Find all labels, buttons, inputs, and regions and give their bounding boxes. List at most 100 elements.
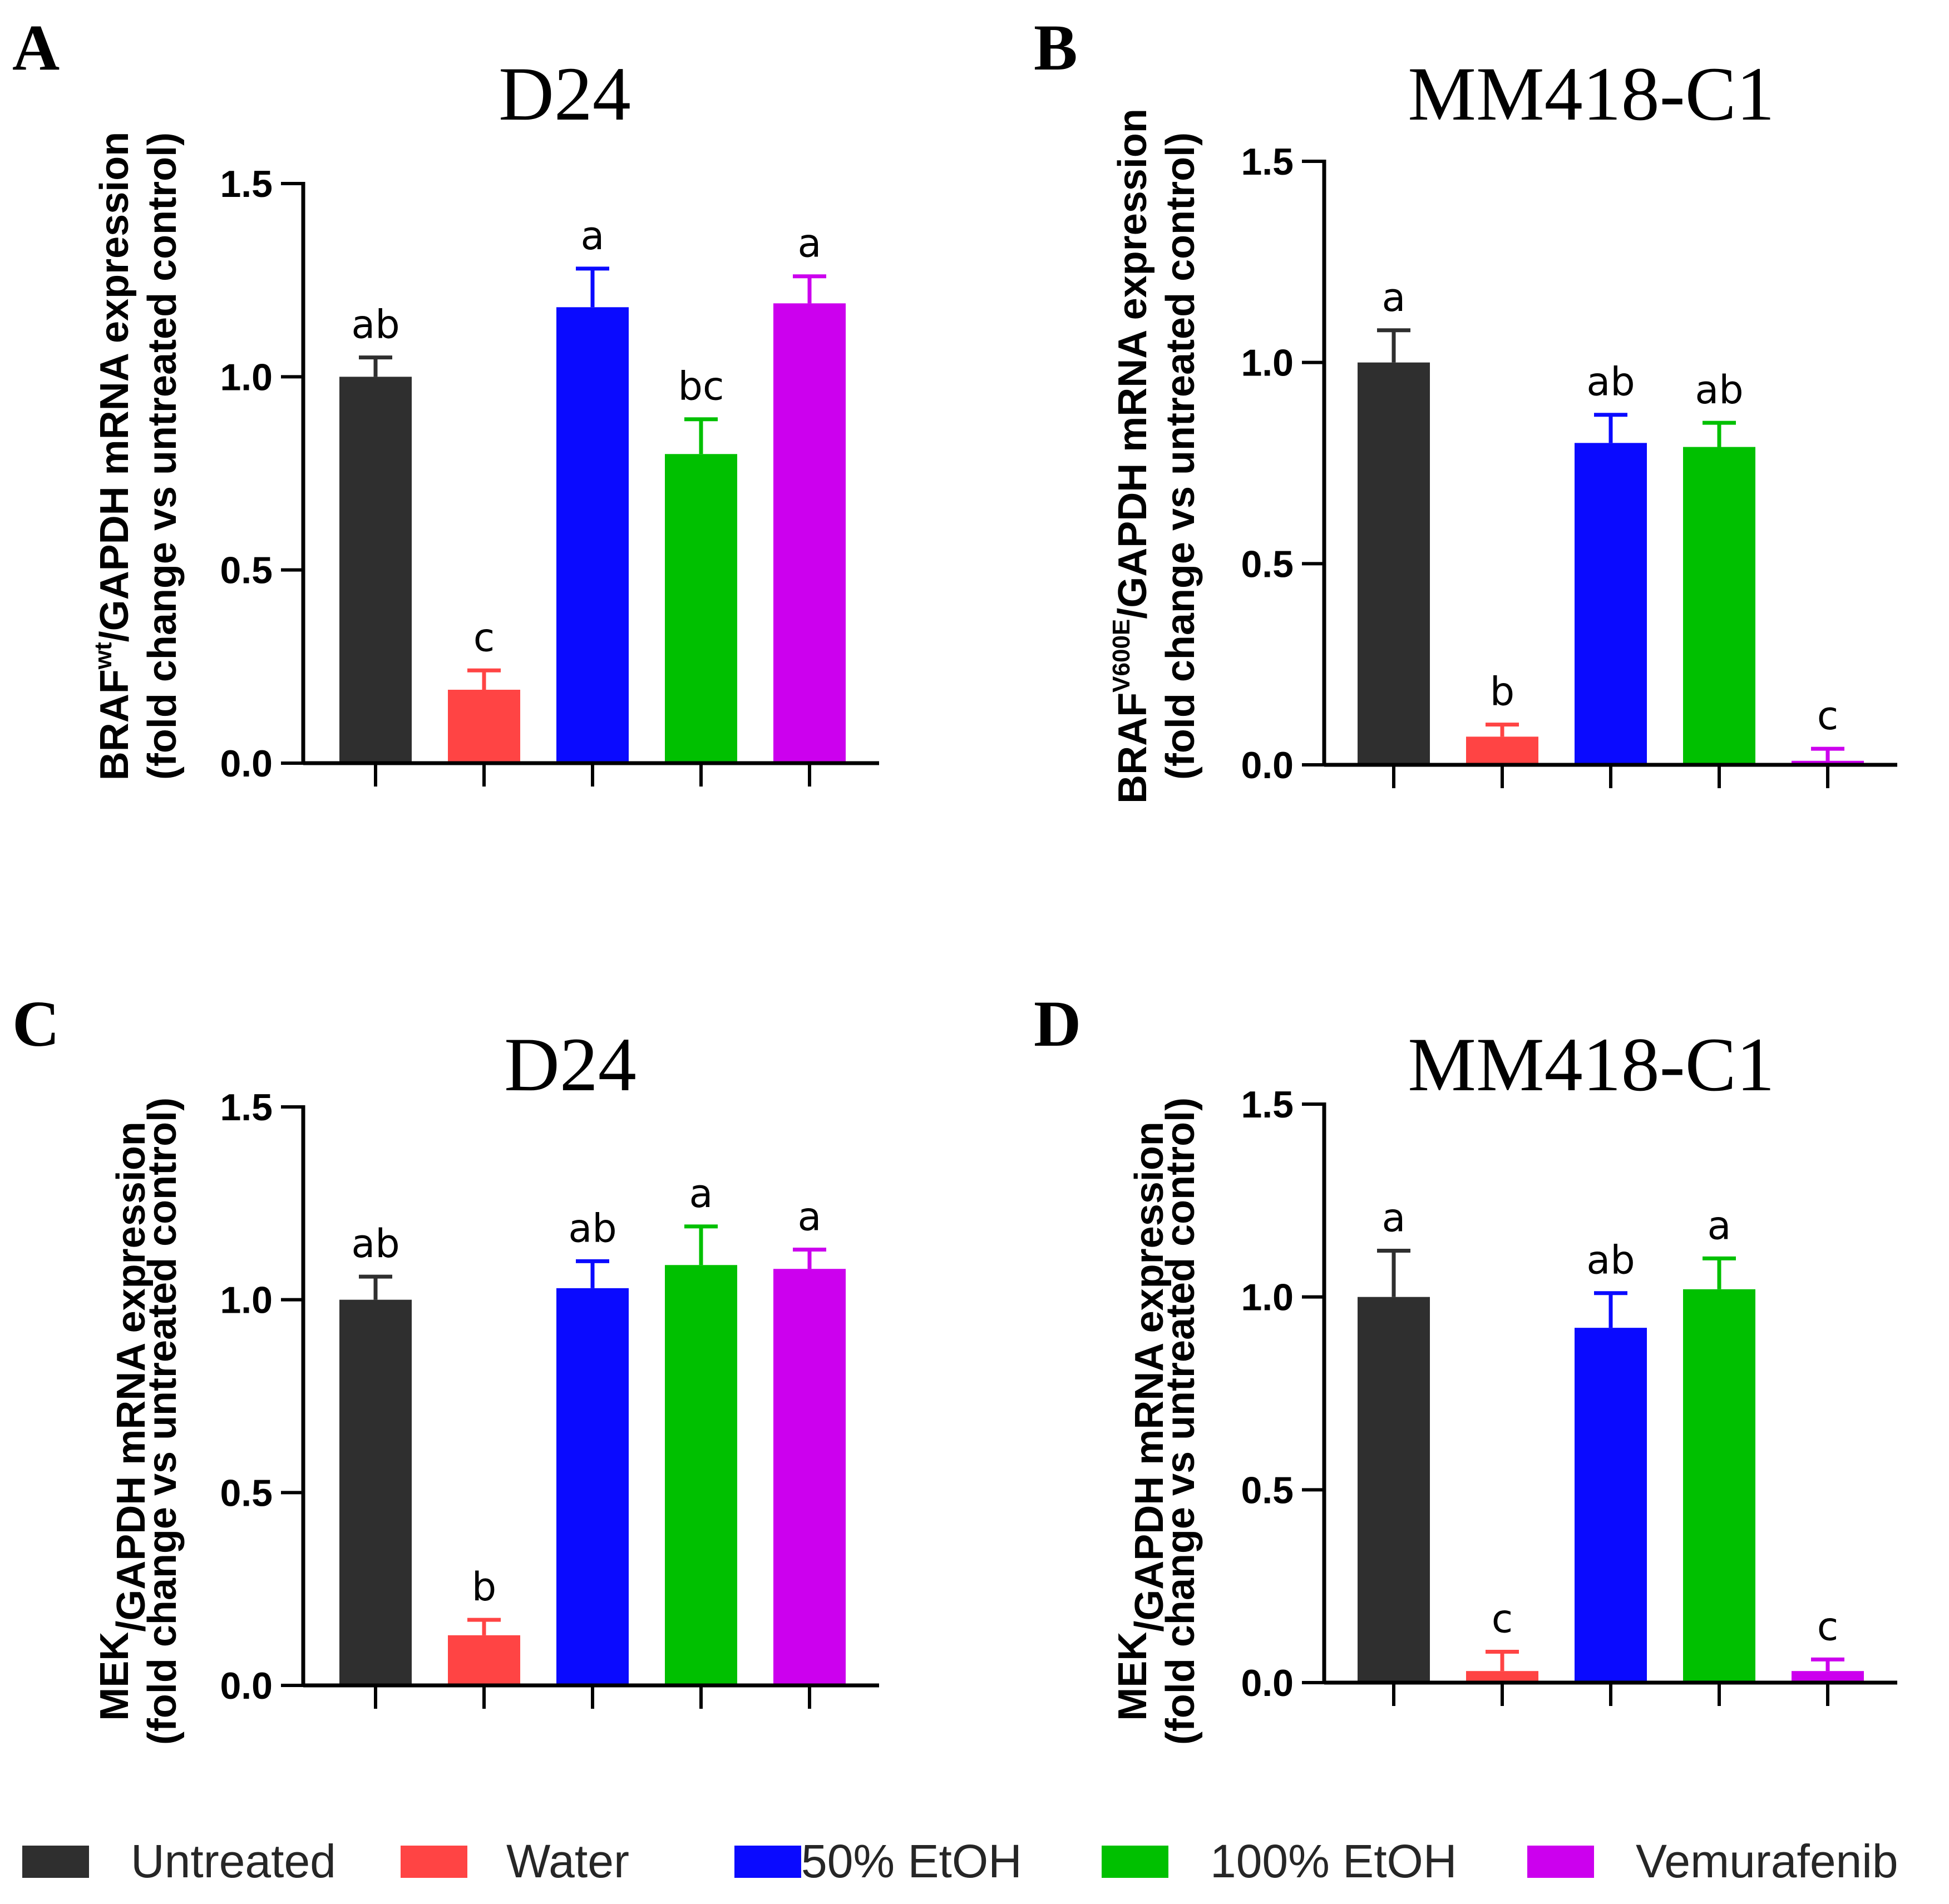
panel-b-ytick-label-2: 1.0 bbox=[1241, 342, 1294, 384]
panel-c-sig-label-2: ab bbox=[568, 1205, 616, 1251]
legend-label-3: 100% EtOH bbox=[1210, 1835, 1457, 1887]
panel-d-sig-label-0: a bbox=[1382, 1195, 1406, 1240]
panel-c-ylabel-rest: /GAPDH mRNA expression bbox=[109, 1121, 154, 1632]
panel-c: C D24 MEK/GAPDH mRNA expression (fold ch… bbox=[12, 987, 879, 1745]
panel-a-sig-label-2: a bbox=[581, 213, 605, 259]
panel-d-ylabel-line1: MEK/GAPDH mRNA expression bbox=[1111, 1121, 1172, 1721]
panel-b-title: MM418-C1 bbox=[1408, 51, 1774, 136]
panel-b-ylabel-sup: V600E bbox=[1108, 619, 1135, 693]
panel-b-sig-label-0: a bbox=[1382, 275, 1406, 320]
panel-b-sig-label-2: ab bbox=[1586, 359, 1635, 405]
panel-a-letter: A bbox=[12, 11, 60, 84]
panel-d-ylabel-main: MEK bbox=[1111, 1632, 1155, 1721]
panel-a-bar-2 bbox=[556, 307, 629, 763]
panel-a: A D24 BRAFwt/GAPDH mRNA expression (fold… bbox=[12, 11, 879, 787]
panel-c-bar-2 bbox=[556, 1288, 629, 1685]
panel-d-bar-2 bbox=[1575, 1328, 1647, 1683]
panel-d: D MM418-C1 MEK/GAPDH mRNA expression (fo… bbox=[1034, 987, 1897, 1745]
panel-d-sig-label-1: c bbox=[1492, 1596, 1513, 1642]
legend-label-0: Untreated bbox=[131, 1835, 336, 1887]
panel-c-letter: C bbox=[12, 987, 60, 1060]
panel-c-ylabel: MEK/GAPDH mRNA expression (fold change v… bbox=[92, 1097, 185, 1745]
legend-swatch-0 bbox=[22, 1846, 89, 1878]
panel-a-ylabel: BRAFwt/GAPDH mRNA expression (fold chang… bbox=[90, 132, 185, 780]
panel-d-bar-1 bbox=[1466, 1671, 1538, 1683]
panel-b-ytick-label-1: 0.5 bbox=[1241, 543, 1294, 585]
panel-b-sig-label-3: ab bbox=[1695, 367, 1743, 413]
legend-swatch-1 bbox=[401, 1846, 467, 1878]
panel-a-bar-0 bbox=[339, 377, 412, 763]
panel-d-sig-label-4: c bbox=[1817, 1604, 1839, 1649]
panel-b-ylabel-line1: BRAFV600E/GAPDH mRNA expression bbox=[1108, 108, 1155, 804]
panel-c-ylabel-main: MEK bbox=[92, 1632, 137, 1721]
panel-a-sig-label-1: c bbox=[473, 615, 495, 660]
panel-d-ytick-label-2: 1.0 bbox=[1241, 1277, 1294, 1319]
panel-c-sig-label-1: b bbox=[472, 1564, 496, 1610]
panel-c-sig-label-4: a bbox=[798, 1194, 822, 1240]
panel-c-ytick-label-1: 0.5 bbox=[220, 1472, 273, 1514]
panel-a-bar-3 bbox=[665, 454, 737, 763]
panel-a-sig-label-0: ab bbox=[351, 302, 399, 348]
panel-b-ylabel-line2: (fold change vs untreated control) bbox=[1158, 132, 1203, 780]
panel-c-title: D24 bbox=[504, 1022, 636, 1107]
panel-b-bar-1 bbox=[1466, 736, 1538, 765]
panel-a-sig-label-3: bc bbox=[678, 364, 724, 409]
panel-b-ylabel-rest: /GAPDH mRNA expression bbox=[1111, 108, 1155, 619]
panel-d-ytick-label-1: 0.5 bbox=[1241, 1469, 1294, 1511]
panel-b-ytick-label-0: 0.0 bbox=[1241, 744, 1294, 787]
panel-d-ylabel-rest: /GAPDH mRNA expression bbox=[1127, 1121, 1172, 1632]
panel-c-ylabel-line2: (fold change vs untreated control) bbox=[140, 1097, 185, 1745]
panel-a-bar-1 bbox=[448, 690, 520, 763]
legend-swatch-4 bbox=[1527, 1846, 1594, 1878]
panel-a-ylabel-sup: wt bbox=[90, 642, 117, 670]
legend: Untreated Water 50% EtOH 100% EtOH Vemurafen… bbox=[22, 1835, 1898, 1887]
panel-b-ytick-label-3: 1.5 bbox=[1241, 141, 1294, 183]
panel-c-ytick-label-2: 1.0 bbox=[220, 1279, 273, 1322]
panel-d-sig-label-2: ab bbox=[1586, 1238, 1635, 1283]
panel-a-ytick-label-1: 0.5 bbox=[220, 550, 273, 592]
panel-a-ytick-label-2: 1.0 bbox=[220, 356, 273, 398]
panel-b-bar-0 bbox=[1358, 362, 1430, 765]
panel-d-ytick-label-3: 1.5 bbox=[1241, 1084, 1294, 1126]
panel-a-ylabel-line2: (fold change vs untreated control) bbox=[140, 132, 185, 780]
panel-c-sig-label-3: a bbox=[689, 1171, 713, 1216]
panel-b-sig-label-4: c bbox=[1817, 693, 1839, 739]
panel-b-sig-label-1: b bbox=[1490, 669, 1514, 715]
panel-a-bar-4 bbox=[773, 303, 846, 763]
legend-label-2: 50% EtOH bbox=[801, 1835, 1022, 1887]
panel-b-bar-2 bbox=[1575, 443, 1647, 765]
panel-a-ylabel-main: BRAF bbox=[92, 669, 137, 780]
panel-d-sig-label-3: a bbox=[1708, 1203, 1731, 1248]
panel-c-plot: ab b ab a a 0.0 0.5 1.0 1.5 bbox=[220, 1086, 879, 1709]
panel-a-ylabel-line1: BRAFwt/GAPDH mRNA expression bbox=[90, 132, 137, 780]
legend-label-1: Water bbox=[506, 1835, 629, 1887]
panel-b: B MM418-C1 BRAFV600E/GAPDH mRNA expressi… bbox=[1034, 11, 1897, 804]
panel-c-ytick-label-3: 1.5 bbox=[220, 1086, 273, 1129]
panel-c-sig-label-0: ab bbox=[351, 1221, 399, 1267]
panel-d-bar-4 bbox=[1792, 1671, 1864, 1683]
panel-d-bar-0 bbox=[1358, 1297, 1430, 1683]
panel-c-bar-1 bbox=[448, 1635, 520, 1685]
panel-c-ytick-label-0: 0.0 bbox=[220, 1665, 273, 1707]
panel-a-ytick-label-0: 0.0 bbox=[220, 743, 273, 785]
panel-b-letter: B bbox=[1034, 11, 1078, 84]
panel-a-ytick-label-3: 1.5 bbox=[220, 163, 273, 205]
panel-c-bar-3 bbox=[665, 1265, 737, 1685]
panel-c-bar-4 bbox=[773, 1269, 846, 1685]
panel-d-ylabel: MEK/GAPDH mRNA expression (fold change v… bbox=[1111, 1097, 1203, 1745]
panel-d-ytick-label-0: 0.0 bbox=[1241, 1662, 1294, 1704]
panel-b-bar-4 bbox=[1792, 760, 1864, 765]
panel-d-bar-3 bbox=[1683, 1289, 1755, 1683]
legend-swatch-3 bbox=[1102, 1846, 1168, 1878]
panel-d-letter: D bbox=[1034, 987, 1081, 1060]
panel-b-ylabel: BRAFV600E/GAPDH mRNA expression (fold ch… bbox=[1108, 108, 1203, 804]
panel-d-title: MM418-C1 bbox=[1408, 1022, 1774, 1107]
legend-swatch-2 bbox=[734, 1846, 801, 1878]
panel-d-ylabel-line2: (fold change vs untreated control) bbox=[1158, 1097, 1203, 1745]
panel-b-bar-3 bbox=[1683, 447, 1755, 765]
panel-a-ylabel-rest: /GAPDH mRNA expression bbox=[92, 132, 137, 642]
panel-d-plot: a c ab a c 0.0 0.5 1.0 1.5 bbox=[1241, 1084, 1897, 1706]
